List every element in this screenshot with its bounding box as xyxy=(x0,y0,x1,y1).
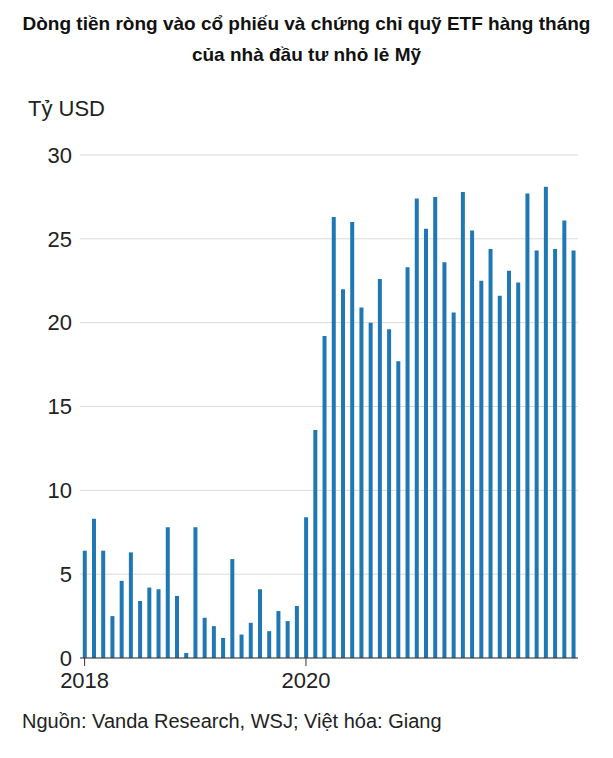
html-text:Nguồn: Vanda Research, WSJ; Vi: Nguồn: Vanda Research, WSJ; Việt hóa: Gi… xyxy=(22,710,442,732)
svg-text:0: 0 xyxy=(60,646,72,671)
svg-text:25: 25 xyxy=(48,227,72,252)
svg-text:10: 10 xyxy=(48,478,72,503)
svg-text:30: 30 xyxy=(48,143,72,168)
svg-text:2020: 2020 xyxy=(281,668,330,693)
svg-text:15: 15 xyxy=(48,394,72,419)
svg-text:2018: 2018 xyxy=(60,668,109,693)
svg-text:20: 20 xyxy=(48,310,72,335)
html-text:Dòng tiền ròng vào cổ phiếu và: Dòng tiền ròng vào cổ phiếu và chứng chỉ… xyxy=(22,13,591,65)
html-text:Tỷ USD: Tỷ USD xyxy=(28,96,105,121)
svg-text:5: 5 xyxy=(60,562,72,587)
